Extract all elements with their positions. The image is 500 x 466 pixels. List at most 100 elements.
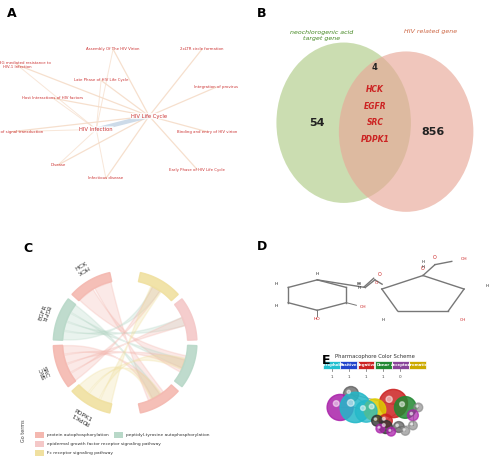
- Polygon shape: [80, 367, 161, 399]
- Text: 856: 856: [421, 127, 444, 137]
- Circle shape: [348, 399, 354, 406]
- Text: HIV related gene: HIV related gene: [404, 29, 456, 34]
- Text: Assembly Of The HIV Virion: Assembly Of The HIV Virion: [86, 47, 140, 51]
- Polygon shape: [62, 287, 160, 340]
- FancyBboxPatch shape: [34, 432, 44, 438]
- FancyBboxPatch shape: [358, 361, 374, 369]
- FancyBboxPatch shape: [375, 361, 392, 369]
- Circle shape: [410, 412, 412, 415]
- Text: OH: OH: [360, 305, 366, 309]
- Text: Negative: Negative: [356, 363, 376, 367]
- Text: Diseases of signal transduction: Diseases of signal transduction: [0, 130, 43, 134]
- Circle shape: [387, 427, 396, 436]
- FancyBboxPatch shape: [340, 361, 357, 369]
- Polygon shape: [89, 355, 186, 399]
- Text: HIV Life Cycle: HIV Life Cycle: [131, 114, 167, 118]
- Polygon shape: [66, 313, 185, 368]
- FancyBboxPatch shape: [34, 450, 44, 457]
- Text: SRC: SRC: [38, 366, 47, 379]
- Polygon shape: [70, 305, 160, 399]
- Circle shape: [410, 423, 412, 425]
- Text: H: H: [486, 284, 488, 288]
- Text: 54: 54: [310, 118, 325, 128]
- Text: H
H: H H: [422, 260, 424, 269]
- Text: Fc receptor signaling pathway: Fc receptor signaling pathway: [47, 452, 113, 455]
- Text: O: O: [433, 255, 437, 260]
- Polygon shape: [54, 345, 76, 387]
- Circle shape: [376, 424, 384, 433]
- Text: HCK: HCK: [74, 261, 88, 272]
- Text: Infectious disease: Infectious disease: [88, 177, 124, 180]
- Circle shape: [401, 426, 409, 435]
- Circle shape: [394, 422, 404, 432]
- Text: OH: OH: [460, 318, 466, 322]
- Text: EGFR: EGFR: [38, 304, 48, 322]
- Circle shape: [396, 424, 398, 426]
- Text: Host Interactions of HIV factors: Host Interactions of HIV factors: [22, 96, 84, 100]
- Text: Hydrophobic: Hydrophobic: [318, 363, 345, 367]
- Text: Pharmacophore Color Scheme: Pharmacophore Color Scheme: [335, 354, 415, 359]
- Text: Donor: Donor: [376, 363, 390, 367]
- Circle shape: [379, 390, 408, 418]
- Text: Positive: Positive: [340, 363, 357, 367]
- Circle shape: [379, 414, 392, 427]
- Text: OH: OH: [460, 257, 467, 261]
- Circle shape: [408, 410, 418, 421]
- Circle shape: [386, 396, 392, 403]
- Polygon shape: [174, 299, 197, 340]
- Circle shape: [334, 401, 339, 406]
- Polygon shape: [64, 317, 185, 335]
- Polygon shape: [100, 286, 161, 404]
- Circle shape: [403, 429, 405, 431]
- Polygon shape: [72, 273, 112, 301]
- Text: PDPK1: PDPK1: [72, 409, 92, 424]
- Text: 2xLTR circle formation: 2xLTR circle formation: [180, 47, 224, 51]
- Text: HIV Infection: HIV Infection: [80, 127, 113, 132]
- Text: 0: 0: [399, 376, 402, 379]
- Polygon shape: [64, 351, 185, 368]
- Text: H: H: [382, 318, 385, 322]
- Circle shape: [327, 394, 353, 420]
- Circle shape: [364, 399, 386, 421]
- Circle shape: [414, 403, 422, 412]
- Ellipse shape: [276, 42, 411, 203]
- Circle shape: [374, 418, 376, 420]
- Text: Early Phase of HIV Life Cycle: Early Phase of HIV Life Cycle: [169, 167, 225, 171]
- Text: Acceptor: Acceptor: [391, 363, 410, 367]
- Text: neochlorogenic acid
target gene: neochlorogenic acid target gene: [290, 30, 354, 41]
- Polygon shape: [70, 287, 160, 381]
- Circle shape: [372, 415, 382, 426]
- FancyBboxPatch shape: [34, 441, 44, 447]
- Polygon shape: [138, 385, 178, 413]
- Text: O: O: [421, 267, 425, 272]
- Text: APOBEC3G mediated resistance to
HIV-1 Infection: APOBEC3G mediated resistance to HIV-1 In…: [0, 61, 51, 69]
- Circle shape: [394, 397, 416, 418]
- Text: H
H: H H: [358, 281, 360, 290]
- FancyBboxPatch shape: [410, 361, 426, 369]
- Circle shape: [382, 424, 385, 426]
- Circle shape: [340, 392, 370, 423]
- Text: HCK: HCK: [366, 85, 384, 94]
- Polygon shape: [174, 345, 197, 387]
- Text: PDPK1: PDPK1: [72, 411, 91, 426]
- Polygon shape: [66, 317, 185, 372]
- Ellipse shape: [339, 51, 473, 212]
- Circle shape: [378, 426, 380, 428]
- Polygon shape: [94, 282, 164, 401]
- Text: epidermal growth factor receptor signaling pathway: epidermal growth factor receptor signali…: [47, 442, 160, 446]
- Circle shape: [360, 406, 366, 411]
- Polygon shape: [54, 299, 76, 340]
- Circle shape: [416, 405, 418, 407]
- Text: 1: 1: [365, 376, 368, 379]
- Text: Go terms: Go terms: [20, 420, 25, 443]
- Text: Late Phase of HIV Life Cycle: Late Phase of HIV Life Cycle: [74, 78, 128, 82]
- FancyBboxPatch shape: [324, 361, 340, 369]
- Text: EGFR: EGFR: [364, 102, 386, 110]
- Circle shape: [379, 420, 392, 433]
- FancyBboxPatch shape: [114, 432, 123, 438]
- Polygon shape: [72, 385, 112, 413]
- Circle shape: [400, 402, 404, 406]
- Text: protein autophosphorylation: protein autophosphorylation: [47, 433, 108, 437]
- Text: SRC: SRC: [41, 365, 50, 378]
- Circle shape: [389, 430, 391, 432]
